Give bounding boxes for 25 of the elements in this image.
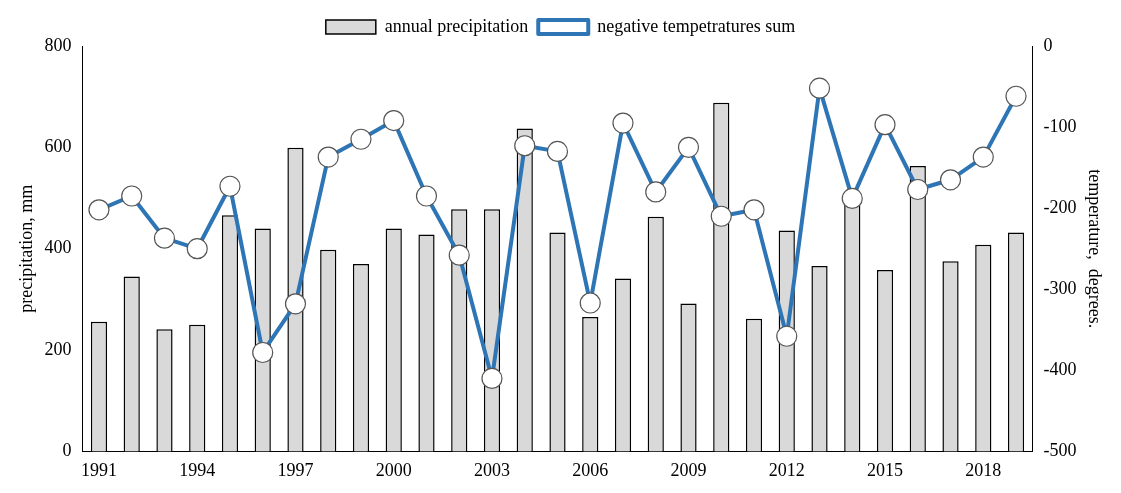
y-tick-label: 200 (44, 338, 72, 359)
y2-tick-label: 0 (1043, 34, 1053, 55)
x-tick-label: 1994 (179, 459, 216, 480)
y-tick-label: 800 (44, 34, 72, 55)
x-tick-label: 2000 (375, 459, 412, 480)
x-tick-label: 2012 (768, 459, 805, 480)
y-axis-title: precipitation, mm (15, 184, 36, 313)
y2-axis-title: temperature, degrees. (1085, 169, 1106, 329)
x-tick-label: 2018 (965, 459, 1002, 480)
y2-tick-label: -400 (1043, 359, 1077, 380)
x-tick-label: 1991 (80, 459, 117, 480)
y2-tick-label: -200 (1043, 196, 1077, 217)
y-tick-label: 600 (44, 136, 72, 157)
legend-label: negative tempetratures sum (597, 15, 796, 36)
x-tick-label: 2003 (474, 459, 510, 480)
y2-tick-label: -100 (1043, 115, 1077, 136)
y-tick-label: 400 (44, 237, 72, 258)
legend-label: annual precipitation (384, 15, 529, 36)
x-tick-label: 2009 (670, 459, 707, 480)
y-tick-label: 0 (62, 440, 72, 461)
y2-tick-label: -500 (1043, 440, 1077, 461)
x-tick-label: 2015 (867, 459, 904, 480)
x-tick-label: 2006 (572, 459, 609, 480)
x-tick-label: 1997 (277, 459, 314, 480)
y2-tick-label: -300 (1043, 277, 1077, 298)
